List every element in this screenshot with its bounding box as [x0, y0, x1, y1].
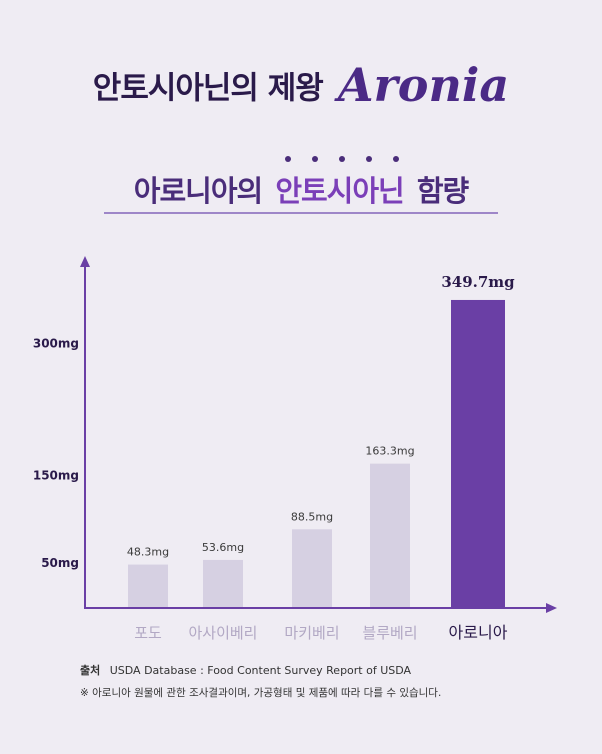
subtitle-accent-text: 안토시아닌	[275, 174, 404, 208]
y-tick-label: 150mg	[33, 468, 79, 482]
source-label: 출처	[80, 664, 101, 677]
y-tick-label: 50mg	[41, 556, 79, 570]
bar	[292, 529, 332, 607]
source-text: USDA Database : Food Content Survey Repo…	[109, 664, 412, 677]
subtitle: 아로니아의 안토시아닌 함량	[0, 156, 602, 210]
subtitle-accent: 안토시아닌	[275, 156, 405, 210]
emphasis-dots	[283, 156, 413, 164]
bar	[370, 463, 410, 607]
headline-korean: 안토시아닌의 제왕	[92, 70, 324, 107]
disclaimer-note: ※ 아로니아 원물에 관한 조사결과이며, 가공형태 및 제품에 따라 다를 수…	[80, 687, 442, 699]
bar-chart: 50mg 150mg 300mg 48.3mg 53.6mg 88.5mg 163.3mg…	[33, 256, 557, 642]
value-labels: 48.3mg 53.6mg 88.5mg 163.3mg 349.7mg	[127, 273, 515, 559]
y-axis-arrow	[80, 256, 90, 267]
value-label: 349.7mg	[441, 273, 515, 291]
value-label: 163.3mg	[365, 445, 414, 458]
bars	[128, 299, 505, 607]
category-label: 블루베리	[362, 624, 417, 642]
subtitle-underline	[104, 212, 498, 214]
headline-brand: Aronia	[337, 58, 510, 112]
headline: 안토시아닌의 제왕 Aronia	[0, 58, 602, 112]
bar-highlight	[451, 299, 505, 607]
category-label: 마키베리	[284, 624, 339, 642]
bar	[203, 559, 243, 607]
value-label: 53.6mg	[202, 541, 244, 554]
y-tick-label: 300mg	[33, 337, 79, 351]
x-axis-arrow	[546, 603, 557, 613]
subtitle-part2: 함량	[416, 174, 469, 208]
category-label: 아사이베리	[188, 624, 257, 642]
bar	[128, 564, 168, 607]
value-label: 88.5mg	[291, 510, 333, 523]
subtitle-part1: 아로니아의	[133, 174, 263, 208]
y-axis-ticks: 50mg 150mg 300mg	[33, 337, 79, 570]
category-labels: 포도 아사이베리 마키베리 블루베리 아로니아	[134, 623, 508, 642]
category-label: 포도	[134, 624, 162, 642]
category-label: 아로니아	[449, 623, 508, 642]
source-line: 출처 USDA Database : Food Content Survey R…	[80, 662, 411, 678]
value-label: 48.3mg	[127, 546, 169, 559]
